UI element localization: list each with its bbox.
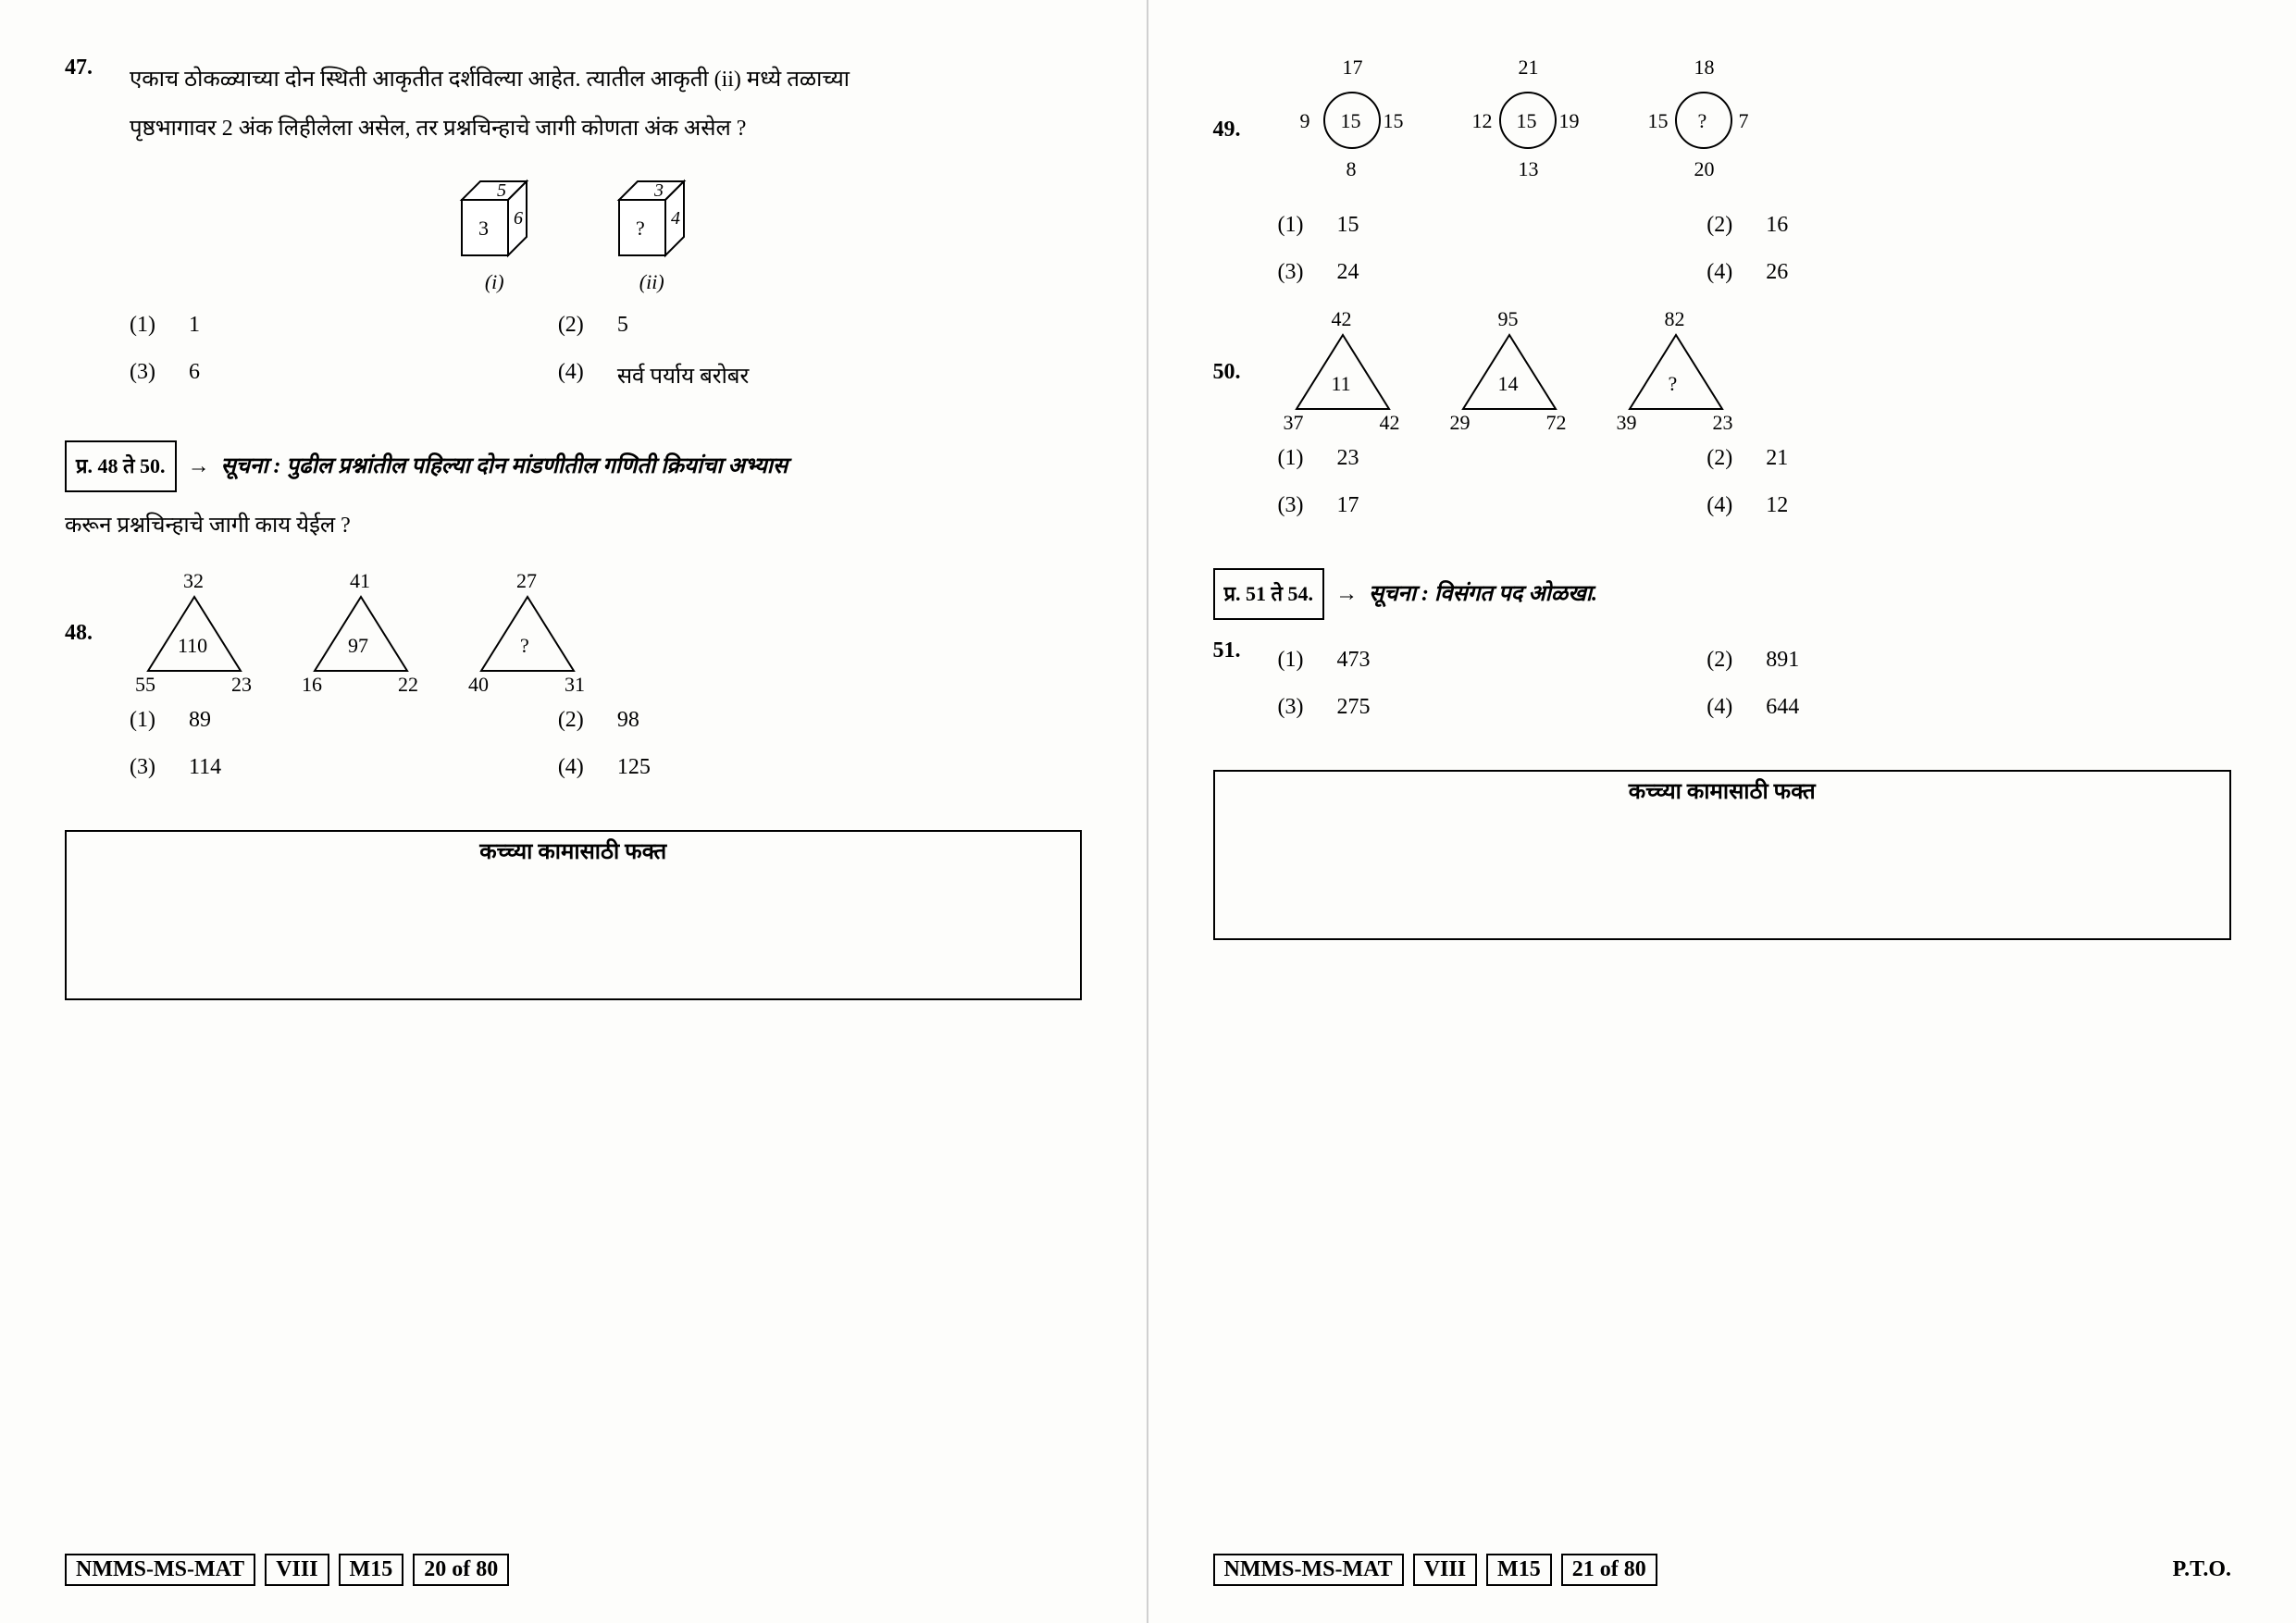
rough-title-left: कच्च्या कामासाठी फक्त	[67, 836, 1080, 866]
q51-options: (1)473 (2)891 (3)275 (4)644	[1278, 648, 2232, 742]
q47-opt2: (2)5	[558, 313, 987, 338]
cube1-side: 6	[514, 208, 523, 229]
footer-right: NMMS-MS-MAT VIII M15 21 of 80 P.T.O.	[1213, 1554, 2232, 1586]
q50-opt2: (2)21	[1706, 446, 2136, 471]
arrow-icon: →	[188, 454, 210, 478]
q47-text1: एकाच ठोकळ्याच्या दोन स्थिती आकृतीत दर्शव…	[130, 56, 850, 105]
footer-set: M15	[1486, 1554, 1552, 1586]
q47-body: एकाच ठोकळ्याच्या दोन स्थिती आकृतीत दर्शव…	[130, 56, 850, 154]
cube1-front: 3	[478, 217, 489, 240]
q47-opt4: (4)सर्व पर्याय बरोबर	[558, 360, 987, 390]
q51-opt1: (1)473	[1278, 648, 1707, 673]
footer-class: VIII	[265, 1554, 329, 1586]
rough-box-right: कच्च्या कामासाठी फक्त	[1213, 770, 2232, 940]
cube2-top: 3	[653, 180, 664, 201]
q47-opt1: (1)1	[130, 313, 558, 338]
q49-options: (1)15 (2)16 (3)24 (4)26	[1278, 213, 2232, 307]
footer-pto: P.T.O.	[2173, 1557, 2231, 1582]
footer-set: M15	[339, 1554, 404, 1586]
q51-opt2: (2)891	[1706, 648, 2136, 673]
q51-opt4: (4)644	[1706, 695, 2136, 720]
footer-code: NMMS-MS-MAT	[1213, 1554, 1404, 1586]
cube1-label: (i)	[443, 270, 545, 294]
cube-1: 5 3 6 (i)	[443, 172, 545, 294]
q48-num: 48.	[65, 621, 111, 646]
inst-48-box: प्र. 48 ते 50.	[65, 440, 177, 492]
q47: 47. एकाच ठोकळ्याच्या दोन स्थिती आकृतीत द…	[65, 56, 1082, 154]
q48-tri3: 27 ? 40 31	[463, 569, 592, 689]
q50: 50. 42 11 37 42 95 14 29 72	[1213, 307, 2232, 437]
q49-num: 49.	[1213, 118, 1260, 142]
q51-num: 51.	[1213, 638, 1260, 742]
q50-opt3: (3)17	[1278, 493, 1707, 518]
q47-text2: पृष्ठभागावर 2 अंक लिहीलेला असेल, तर प्रश…	[130, 105, 850, 154]
rough-box-left: कच्च्या कामासाठी फक्त	[65, 830, 1082, 1000]
footer-page: 21 of 80	[1561, 1554, 1657, 1586]
q47-cubes: 5 3 6 (i) 3 ? 4 (ii)	[65, 172, 1082, 294]
q48-options: (1)89 (2)98 (3)114 (4)125	[130, 708, 1082, 802]
cube2-side: 4	[671, 208, 680, 229]
q49-circles: 17 9 15 15 8 21 12 15 19 13 18 1	[1278, 56, 1778, 185]
q49-c1: 17 9 15 15 8	[1278, 56, 1426, 185]
q50-tri2: 95 14 29 72	[1445, 307, 1574, 427]
q48-tri1: 32 110 55 23	[130, 569, 259, 689]
inst-51-54: प्र. 51 ते 54. → सूचना : विसंगत पद ओळखा.	[1213, 568, 2232, 620]
q49-c3: 18 15 ? 7 20	[1630, 56, 1778, 185]
q47-num: 47.	[65, 56, 111, 154]
q51-opt3: (3)275	[1278, 695, 1707, 720]
q47-opt3: (3)6	[130, 360, 558, 390]
page-spread: 47. एकाच ठोकळ्याच्या दोन स्थिती आकृतीत द…	[0, 0, 2296, 1623]
q48-opt3: (3)114	[130, 755, 558, 780]
inst-51-box: प्र. 51 ते 54.	[1213, 568, 1325, 620]
footer-page: 20 of 80	[413, 1554, 509, 1586]
cube1-top: 5	[497, 180, 506, 201]
rough-title-right: कच्च्या कामासाठी फक्त	[1215, 775, 2230, 806]
page-left: 47. एकाच ठोकळ्याच्या दोन स्थिती आकृतीत द…	[0, 0, 1148, 1623]
cube2-front: ?	[636, 217, 645, 240]
inst-48-50: प्र. 48 ते 50. → सूचना : पुढील प्रश्नांत…	[65, 440, 1082, 551]
page-right: 49. 17 9 15 15 8 21 12 15 19 13	[1148, 0, 2296, 1623]
q48-opt4: (4)125	[558, 755, 987, 780]
q49-opt4: (4)26	[1706, 260, 2136, 285]
arrow-icon: →	[1335, 582, 1358, 606]
inst-48-text2: करून प्रश्नचिन्हाचे जागी काय येईल ?	[65, 502, 1082, 551]
q48-opt2: (2)98	[558, 708, 987, 733]
q49-opt3: (3)24	[1278, 260, 1707, 285]
q47-options: (1)1 (2)5 (3)6 (4)सर्व पर्याय बरोबर	[130, 313, 1082, 413]
q48-triangles: 32 110 55 23 41 97 16 22 27 ? 40	[130, 569, 592, 689]
q48-opt1: (1)89	[130, 708, 558, 733]
inst-51-text: सूचना : विसंगत पद ओळखा.	[1369, 582, 1597, 606]
q49-opt2: (2)16	[1706, 213, 2136, 238]
q50-options: (1)23 (2)21 (3)17 (4)12	[1278, 446, 2232, 540]
cube2-label: (ii)	[601, 270, 702, 294]
inst-48-text1: सूचना : पुढील प्रश्नांतील पहिल्या दोन मा…	[221, 454, 788, 478]
q50-tri1: 42 11 37 42	[1278, 307, 1408, 427]
q50-triangles: 42 11 37 42 95 14 29 72 82 ? 39	[1278, 307, 1741, 427]
footer-left: NMMS-MS-MAT VIII M15 20 of 80	[65, 1554, 1082, 1586]
q49-opt1: (1)15	[1278, 213, 1707, 238]
cube-2: 3 ? 4 (ii)	[601, 172, 702, 294]
q50-opt4: (4)12	[1706, 493, 2136, 518]
q49-c2: 21 12 15 19 13	[1454, 56, 1602, 185]
q50-opt1: (1)23	[1278, 446, 1707, 471]
footer-code: NMMS-MS-MAT	[65, 1554, 255, 1586]
q51: 51. (1)473 (2)891 (3)275 (4)644	[1213, 638, 2232, 742]
footer-class: VIII	[1413, 1554, 1477, 1586]
q48: 48. 32 110 55 23 41 97 16 22	[65, 569, 1082, 699]
q50-tri3: 82 ? 39 23	[1611, 307, 1741, 427]
q49: 49. 17 9 15 15 8 21 12 15 19 13	[1213, 56, 2232, 204]
q50-num: 50.	[1213, 360, 1260, 385]
q48-tri2: 41 97 16 22	[296, 569, 426, 689]
